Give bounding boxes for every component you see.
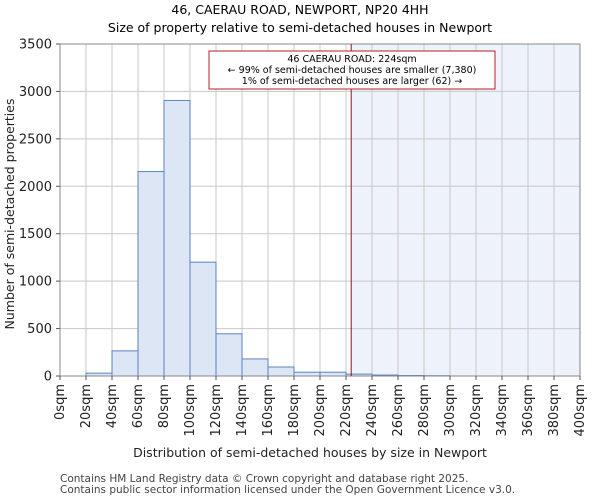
x-tick-label: 60sqm	[131, 384, 146, 428]
x-tick-label: 320sqm	[469, 384, 484, 437]
annotation-line-3: 1% of semi-detached houses are larger (6…	[242, 76, 462, 87]
y-tick-label: 500	[27, 322, 52, 337]
annotation-line-1: 46 CAERAU ROAD: 224sqm	[287, 54, 416, 65]
x-tick-label: 100sqm	[183, 384, 198, 437]
histogram-bar	[293, 371, 321, 377]
x-tick-label: 140sqm	[235, 384, 250, 437]
y-tick-label: 3000	[19, 85, 52, 100]
chart-title: 46, CAERAU ROAD, NEWPORT, NP20 4HH	[171, 2, 428, 17]
x-tick-label: 180sqm	[287, 384, 302, 437]
x-tick-label: 240sqm	[365, 384, 380, 437]
y-tick-label: 0	[44, 370, 52, 385]
histogram-bar	[241, 358, 269, 377]
histogram-bar	[111, 350, 139, 377]
histogram-bar	[215, 333, 243, 377]
y-tick-label: 1000	[19, 275, 52, 290]
y-tick-label: 1500	[19, 227, 52, 242]
bar-layer	[85, 99, 451, 377]
x-tick-label: 380sqm	[547, 384, 562, 437]
x-tick-label: 160sqm	[261, 384, 276, 437]
histogram-bar	[267, 366, 295, 377]
histogram-bar	[319, 371, 347, 377]
x-tick-label: 120sqm	[209, 384, 224, 437]
highlight-region-layer	[351, 44, 580, 376]
histogram-bar	[189, 261, 217, 377]
y-tick-label: 3500	[19, 38, 52, 53]
y-tick-labels: 0 500 1000 1500 2000 2500 3000 3500	[19, 38, 60, 385]
x-tick-label: 40sqm	[105, 384, 120, 428]
x-tick-label: 360sqm	[521, 384, 536, 437]
annotation-box: 46 CAERAU ROAD: 224sqm ← 99% of semi-det…	[208, 50, 496, 90]
footer-line-1: Contains HM Land Registry data © Crown c…	[60, 473, 469, 485]
annotation-border	[208, 50, 496, 90]
x-tick-labels: 0sqm 20sqm 40sqm 60sqm 80sqm 100sqm 120sqm 140s…	[53, 376, 588, 437]
x-tick-label: 340sqm	[495, 384, 510, 437]
footer-line-2: Contains public sector information licen…	[60, 484, 516, 496]
x-tick-label: 280sqm	[417, 384, 432, 437]
histogram-bar	[137, 171, 165, 377]
annotation-line-2: ← 99% of semi-detached houses are smalle…	[228, 65, 477, 76]
x-axis-label: Distribution of semi-detached houses by …	[133, 445, 487, 460]
x-tick-label: 20sqm	[79, 384, 94, 428]
x-tick-label: 300sqm	[443, 384, 458, 437]
x-tick-label: 220sqm	[339, 384, 354, 437]
x-tick-label: 80sqm	[157, 384, 172, 428]
y-tick-label: 2000	[19, 180, 52, 195]
y-axis-label: Number of semi-detached properties	[2, 99, 17, 330]
chart-subtitle: Size of property relative to semi-detach…	[108, 20, 492, 35]
x-tick-label: 400sqm	[573, 384, 588, 437]
x-tick-label: 200sqm	[313, 384, 328, 437]
x-tick-label: 260sqm	[391, 384, 406, 437]
x-tick-label: 0sqm	[53, 384, 68, 420]
y-tick-label: 2500	[19, 132, 52, 147]
histogram-bar	[163, 99, 191, 377]
highlight-region	[351, 44, 580, 376]
